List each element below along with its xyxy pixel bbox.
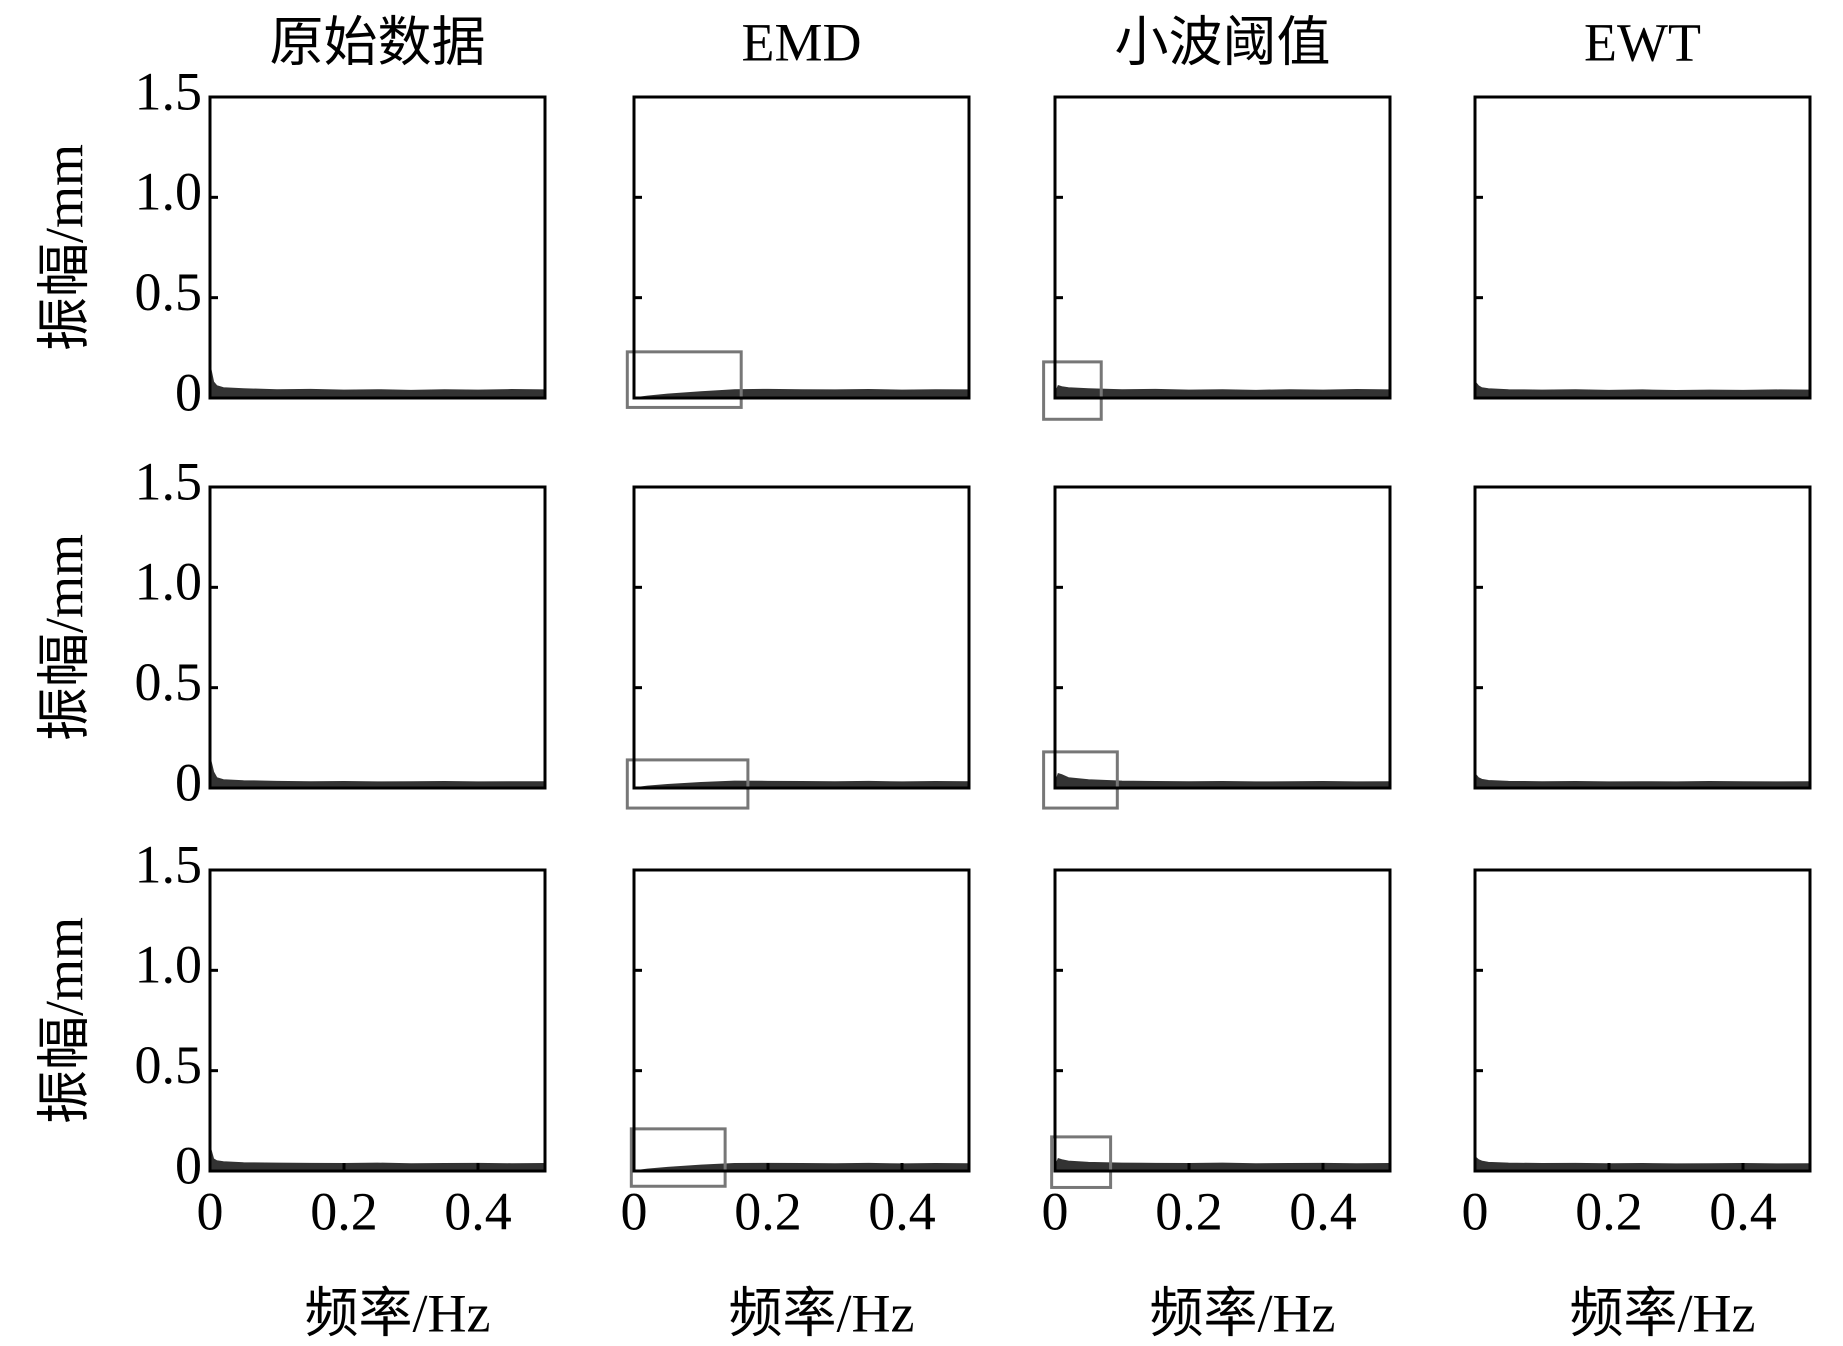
x-tick-label: 0 [1042,1181,1069,1241]
plot-frame [1053,868,1392,1173]
y-tick-label: 0 [175,752,202,812]
y-tick-label: 1.0 [135,935,203,995]
y-tick-label: 1.5 [135,451,203,511]
highlight-box [629,1127,727,1188]
plot-frame [208,485,547,790]
y-tick-label: 0 [175,1135,202,1195]
plot-frame [632,485,971,790]
y-tick-label: 0.5 [135,652,203,712]
plot-frame [208,95,547,400]
x-axis-label: 频率/Hz [305,1283,491,1343]
x-tick-label: 0.4 [868,1181,936,1241]
x-tick-label: 0.4 [444,1181,512,1241]
x-tick-label: 0.4 [1289,1181,1357,1241]
plot-frame [1053,485,1392,790]
plot-frame [1473,485,1812,790]
y-tick-label: 1.5 [135,834,203,894]
highlight-box [625,350,743,409]
x-axis-label: 频率/Hz [1570,1283,1756,1343]
plot-frame [1473,95,1812,400]
spectrum-area [209,1146,546,1172]
plot-frame [1053,95,1392,400]
spectrum-area [209,757,546,789]
x-tick-label: 0 [1462,1181,1489,1241]
plot-frame [632,868,971,1173]
spectrum-area [209,365,546,399]
x-tick-label: 0 [197,1181,224,1241]
x-tick-label: 0.2 [1575,1181,1643,1241]
y-tick-label: 0.5 [135,1035,203,1095]
plot-frame [208,868,547,1173]
spectrum-area [1474,379,1811,399]
column-title: 小波阈值 [1115,12,1331,72]
spectrum-area [1054,385,1391,399]
spectrum-area [1054,1158,1391,1172]
highlight-box [1042,360,1103,421]
x-tick-label: 0.2 [1155,1181,1223,1241]
y-tick-label: 0 [175,362,202,422]
y-tick-label: 1.5 [135,61,203,121]
column-title: EMD [742,12,862,72]
column-title: 原始数据 [270,12,486,72]
y-tick-label: 0.5 [135,262,203,322]
plot-frame [1473,868,1812,1173]
highlight-box [1050,1135,1113,1189]
highlight-box [625,758,750,810]
x-axis-label: 频率/Hz [1150,1283,1336,1343]
x-tick-label: 0.2 [310,1181,378,1241]
x-tick-label: 0.4 [1709,1181,1777,1241]
y-tick-label: 1.0 [135,552,203,612]
x-axis-label: 频率/Hz [729,1283,915,1343]
spectrum-area [1474,1155,1811,1172]
y-tick-label: 1.0 [135,162,203,222]
highlight-box [1042,750,1119,810]
plot-frame [632,95,971,400]
x-tick-label: 0.2 [734,1181,802,1241]
y-axis-label: 振幅/mm [34,534,94,741]
column-title: EWT [1584,12,1701,72]
spectrum-area [1054,773,1391,789]
y-axis-label: 振幅/mm [34,144,94,351]
spectrum-area [1474,771,1811,789]
y-axis-label: 振幅/mm [34,917,94,1124]
x-tick-label: 0 [621,1181,648,1241]
